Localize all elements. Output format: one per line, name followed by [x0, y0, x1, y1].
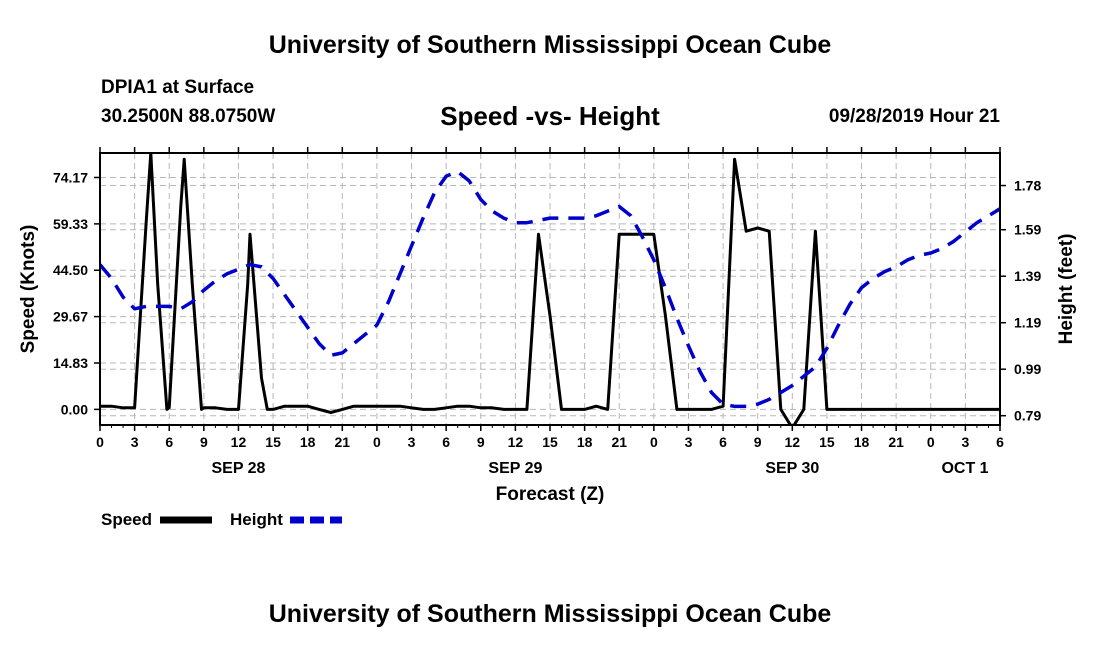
x-tick-label: 18: [300, 434, 316, 450]
y-tick-label: 14.83: [53, 355, 88, 371]
x-tick-label: 12: [785, 434, 801, 450]
x-axis-label: Forecast (Z): [496, 484, 605, 505]
axis-layer: [94, 147, 1006, 431]
legend-speed-label: Speed: [101, 510, 152, 529]
height-series-line: [100, 169, 1000, 409]
label-layer: 0 3 6 9 12 15 18 21 0 3 6 9 12 15 18 21 0 3 6 9 12 15 18 21 0 3 6 S…: [18, 169, 1077, 505]
x-tick-label: 0: [96, 434, 104, 450]
x-tick-label: 0: [927, 434, 935, 450]
y-tick-label: 44.50: [53, 262, 88, 278]
x-tick-label: 12: [508, 434, 524, 450]
y-tick-label: 29.67: [53, 309, 88, 325]
series-layer: [100, 153, 1000, 425]
x-tick-label: 15: [819, 434, 835, 450]
y2-tick-label: 1.39: [1014, 268, 1041, 284]
y-axis-label: Speed (Knots): [18, 225, 39, 354]
date-label: OCT 1: [941, 460, 988, 477]
x-tick-label: 6: [996, 434, 1004, 450]
chart-title: Speed -vs- Height: [440, 101, 660, 131]
x-tick-label: 3: [961, 434, 969, 450]
x-tick-label: 0: [650, 434, 658, 450]
x-tick-label: 15: [265, 434, 281, 450]
page-title: University of Southern Mississippi Ocean…: [268, 31, 832, 59]
footer-title: University of Southern Mississippi Ocean…: [268, 600, 832, 628]
date-label: SEP 29: [488, 460, 542, 477]
x-tick-label: 9: [200, 434, 208, 450]
x-tick-label: 9: [477, 434, 485, 450]
date-label: SEP 30: [765, 460, 819, 477]
y2-tick-label: 1.59: [1014, 222, 1041, 238]
y2-axis-label: Height (feet): [1056, 234, 1077, 345]
x-tick-label: 18: [854, 434, 870, 450]
x-tick-label: 18: [577, 434, 593, 450]
y-tick-label: 0.00: [61, 401, 88, 417]
x-tick-label: 6: [719, 434, 727, 450]
x-tick-label: 21: [335, 434, 351, 450]
y2-tick-label: 1.78: [1014, 178, 1041, 194]
station-name: DPIA1 at Surface: [101, 77, 255, 98]
legend: Speed Height: [101, 510, 342, 529]
y2-tick-label: 0.79: [1014, 408, 1041, 424]
x-tick-label: 3: [685, 434, 693, 450]
y2-tick-label: 1.19: [1014, 315, 1041, 331]
y-tick-label: 74.17: [53, 169, 88, 185]
speed-series-line: [100, 153, 1000, 425]
x-tick-label: 6: [165, 434, 173, 450]
x-tick-label: 15: [542, 434, 558, 450]
x-tick-label: 0: [373, 434, 381, 450]
forecast-datetime: 09/28/2019 Hour 21: [828, 106, 1000, 127]
x-tick-label: 21: [888, 434, 904, 450]
x-tick-label: 3: [408, 434, 416, 450]
legend-height-label: Height: [230, 510, 283, 529]
grid-layer: [99, 153, 1001, 425]
x-tick-label: 9: [754, 434, 762, 450]
date-label: SEP 28: [211, 460, 265, 477]
y2-tick-label: 0.99: [1014, 361, 1041, 377]
x-tick-label: 3: [131, 434, 139, 450]
y-tick-label: 59.33: [53, 216, 88, 232]
station-coordinates: 30.2500N 88.0750W: [101, 106, 276, 127]
x-tick-label: 21: [611, 434, 627, 450]
x-tick-label: 6: [442, 434, 450, 450]
x-tick-label: 12: [231, 434, 247, 450]
